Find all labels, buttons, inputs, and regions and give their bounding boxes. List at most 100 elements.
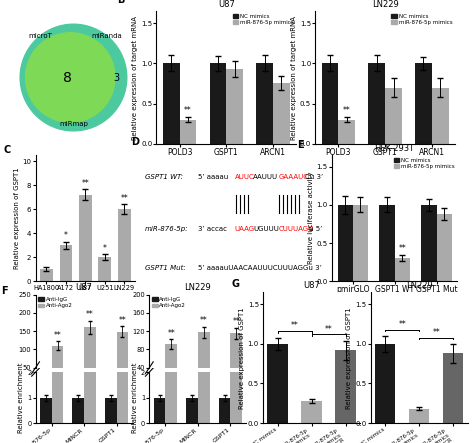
Text: **: ** — [86, 311, 94, 319]
Text: *: * — [64, 231, 68, 240]
Text: **: ** — [54, 331, 61, 340]
Text: **: ** — [432, 328, 440, 337]
Bar — [186, 398, 198, 423]
Bar — [117, 332, 128, 386]
Title: HEK-293T: HEK-293T — [374, 144, 415, 153]
Legend: Anti-IgG, Anti-Ago2: Anti-IgG, Anti-Ago2 — [38, 297, 73, 308]
Legend: NC mimics, miR-876-5p mimics: NC mimics, miR-876-5p mimics — [392, 14, 452, 25]
Text: GAAAUC: GAAAUC — [278, 174, 309, 180]
Bar — [180, 120, 196, 144]
Bar — [163, 63, 180, 144]
Bar — [186, 385, 198, 386]
Bar — [210, 63, 227, 144]
Text: microT: microT — [28, 33, 52, 39]
Text: Cu 3’: Cu 3’ — [305, 174, 323, 180]
Legend: NC mimics, miR-876-5p mimics: NC mimics, miR-876-5p mimics — [233, 14, 293, 25]
Title: LN229: LN229 — [184, 284, 211, 292]
Bar — [230, 372, 242, 423]
Bar — [375, 344, 395, 423]
Text: u 5’: u 5’ — [310, 225, 323, 232]
Bar — [73, 398, 84, 423]
Title: U87: U87 — [218, 0, 235, 9]
Text: **: ** — [325, 325, 333, 334]
Text: 3’ accac: 3’ accac — [199, 225, 228, 232]
Circle shape — [20, 24, 127, 131]
Bar — [368, 63, 385, 144]
Text: B: B — [117, 0, 125, 5]
Circle shape — [26, 33, 115, 122]
Y-axis label: Relative expression of target mRNA: Relative expression of target mRNA — [291, 16, 297, 140]
Text: *: * — [103, 244, 107, 253]
Y-axis label: Relative enrichment: Relative enrichment — [18, 362, 24, 433]
Bar — [256, 63, 273, 144]
Text: AAUUU: AAUUU — [253, 174, 278, 180]
Bar — [40, 398, 52, 423]
Text: **: ** — [291, 322, 299, 330]
Bar — [118, 209, 130, 281]
Bar — [165, 344, 177, 386]
Bar — [421, 205, 437, 281]
Text: UGUUU: UGUUU — [253, 225, 279, 232]
Text: GSPT1 WT:: GSPT1 WT: — [145, 174, 182, 180]
Text: **: ** — [200, 316, 208, 325]
Text: 5’ aaaau: 5’ aaaau — [199, 174, 228, 180]
Text: **: ** — [167, 329, 175, 338]
Text: miR-876-5p:: miR-876-5p: — [145, 225, 188, 232]
Text: miRanda: miRanda — [91, 33, 122, 39]
Bar — [267, 344, 288, 423]
Text: miRmap: miRmap — [59, 121, 88, 128]
Text: 5’ aaaauUAACAAUUUCUUUAGGu 3’: 5’ aaaauUAACAAUUUCUUUAGGu 3’ — [199, 265, 322, 272]
Bar — [52, 346, 64, 386]
Bar — [353, 205, 368, 281]
Bar — [415, 63, 432, 144]
Bar — [337, 205, 353, 281]
Bar — [380, 205, 394, 281]
Bar — [443, 354, 464, 423]
Bar — [105, 398, 117, 423]
Legend: Anti-IgG, Anti-Ago2: Anti-IgG, Anti-Ago2 — [152, 297, 186, 308]
Bar — [84, 372, 96, 423]
Bar — [338, 120, 355, 144]
Bar — [219, 385, 230, 386]
Title: LN229: LN229 — [372, 0, 399, 9]
Y-axis label: Relative expression of GSPT1: Relative expression of GSPT1 — [14, 167, 19, 269]
Bar — [409, 409, 429, 423]
Bar — [321, 63, 338, 144]
Bar — [40, 269, 53, 281]
Bar — [117, 372, 128, 423]
Bar — [301, 401, 322, 423]
Bar — [394, 258, 410, 281]
Text: AUUC: AUUC — [235, 174, 255, 180]
Bar — [154, 398, 165, 423]
Bar — [336, 350, 356, 423]
Legend: NC mimics, miR-876-5p mimics: NC mimics, miR-876-5p mimics — [394, 158, 455, 169]
Y-axis label: Relative expression of target mRNA: Relative expression of target mRNA — [132, 16, 138, 140]
Text: F: F — [1, 286, 8, 296]
Text: E: E — [297, 140, 303, 150]
Y-axis label: Relative enrichment: Relative enrichment — [132, 362, 138, 433]
Bar — [198, 332, 210, 386]
Bar — [230, 334, 242, 386]
Text: GSPT1 Mut:: GSPT1 Mut: — [145, 265, 185, 272]
Bar — [165, 372, 177, 423]
Bar — [385, 88, 402, 144]
Text: **: ** — [398, 244, 406, 253]
Bar — [432, 88, 449, 144]
Title: U87: U87 — [303, 281, 320, 290]
Text: **: ** — [398, 320, 406, 329]
Text: 3: 3 — [113, 73, 119, 82]
Title: LN229: LN229 — [406, 281, 433, 290]
Text: **: ** — [82, 179, 89, 188]
Bar — [52, 372, 64, 423]
Bar — [219, 398, 230, 423]
Bar — [79, 195, 91, 281]
Text: UAAG: UAAG — [235, 225, 255, 232]
Bar — [60, 245, 72, 281]
Bar — [154, 385, 165, 386]
Y-axis label: Relative expression of GSPT1: Relative expression of GSPT1 — [239, 307, 245, 408]
Bar — [227, 69, 243, 144]
Bar — [198, 372, 210, 423]
Y-axis label: Relative expression of GSPT1: Relative expression of GSPT1 — [346, 307, 353, 408]
Text: 8: 8 — [63, 70, 72, 85]
Bar — [99, 257, 111, 281]
